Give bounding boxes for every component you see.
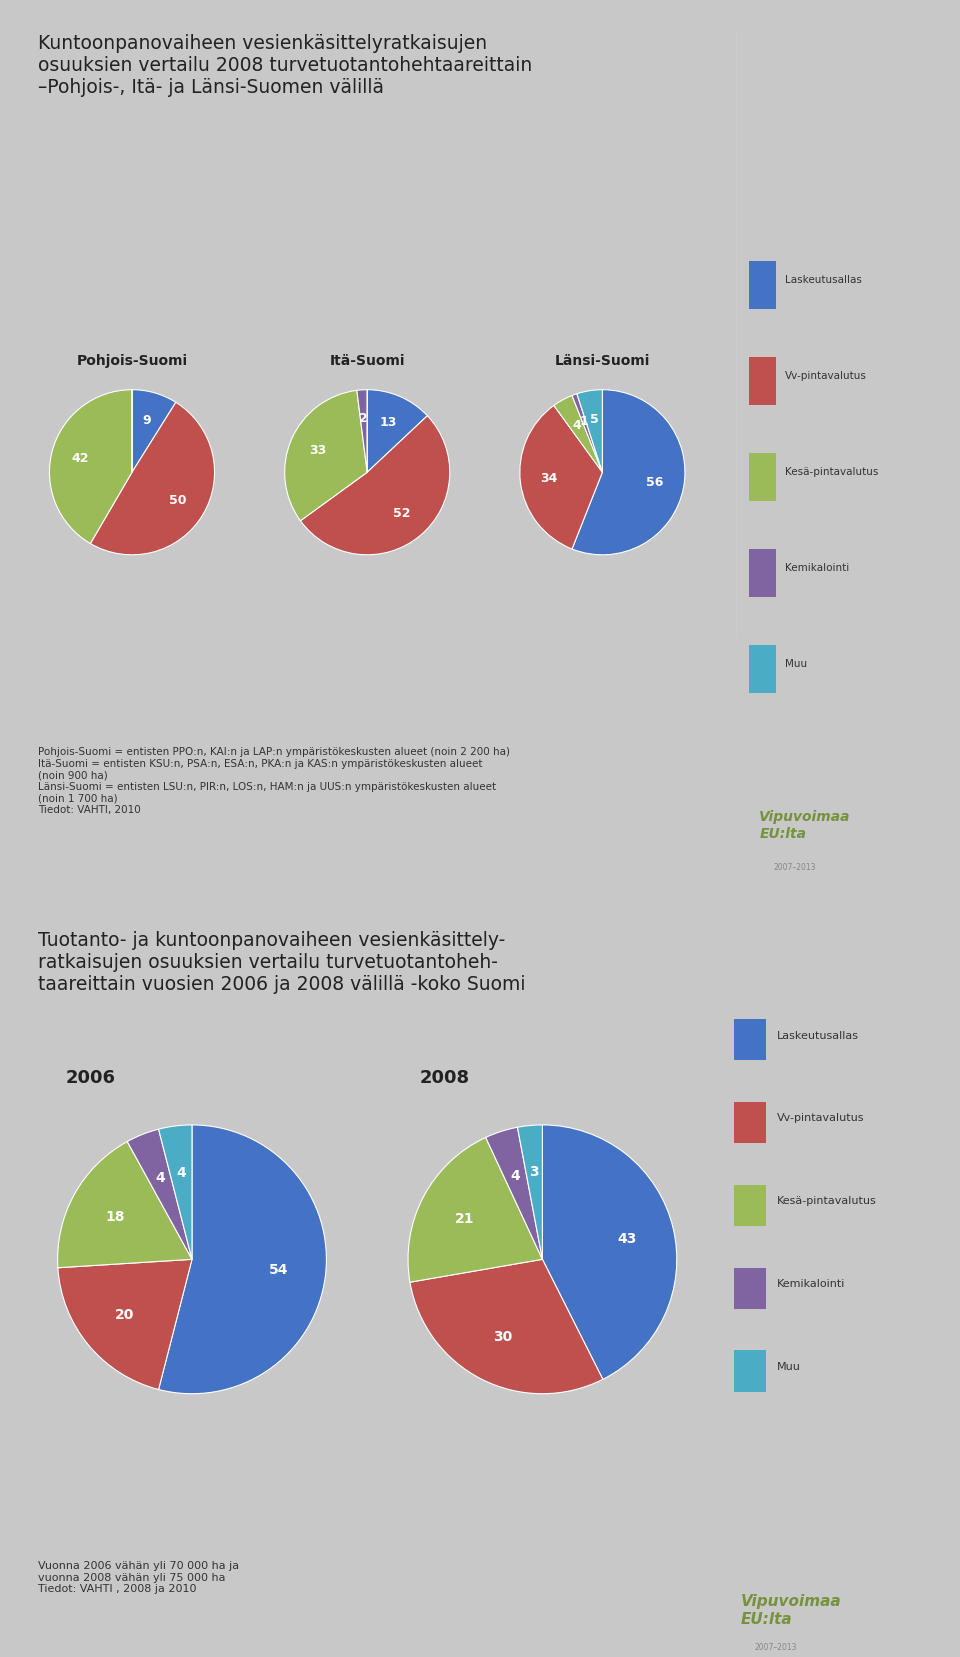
Text: 2008: 2008 xyxy=(420,1069,469,1087)
FancyBboxPatch shape xyxy=(749,260,777,308)
Text: Kesä-pintavalutus: Kesä-pintavalutus xyxy=(785,467,878,477)
FancyBboxPatch shape xyxy=(749,548,777,597)
Text: 34: 34 xyxy=(540,472,558,486)
Title: Pohjois-Suomi: Pohjois-Suomi xyxy=(77,355,187,368)
Wedge shape xyxy=(58,1259,192,1390)
Wedge shape xyxy=(520,406,603,548)
Wedge shape xyxy=(554,396,603,472)
Wedge shape xyxy=(572,394,603,472)
Text: 2007–2013: 2007–2013 xyxy=(774,863,816,872)
Text: Kemikalointi: Kemikalointi xyxy=(785,563,850,573)
Text: 13: 13 xyxy=(380,416,397,429)
Wedge shape xyxy=(408,1137,542,1283)
Wedge shape xyxy=(517,1125,542,1259)
FancyBboxPatch shape xyxy=(734,1350,766,1392)
Wedge shape xyxy=(367,389,427,472)
Text: 54: 54 xyxy=(269,1263,288,1278)
FancyBboxPatch shape xyxy=(734,1268,766,1309)
FancyBboxPatch shape xyxy=(734,1185,766,1226)
Text: Muu: Muu xyxy=(785,659,807,669)
Wedge shape xyxy=(128,1128,192,1259)
Wedge shape xyxy=(577,389,603,472)
FancyBboxPatch shape xyxy=(734,1102,766,1143)
Wedge shape xyxy=(158,1125,192,1259)
Text: 50: 50 xyxy=(169,494,186,507)
Text: 9: 9 xyxy=(142,414,151,428)
FancyBboxPatch shape xyxy=(749,645,777,693)
Text: 21: 21 xyxy=(455,1211,475,1226)
Text: 2006: 2006 xyxy=(65,1069,115,1087)
Wedge shape xyxy=(300,416,449,555)
Text: 3: 3 xyxy=(530,1165,540,1180)
Text: Vipuvoimaa
EU:lta: Vipuvoimaa EU:lta xyxy=(741,1594,841,1627)
Text: 1: 1 xyxy=(580,416,588,428)
Text: 33: 33 xyxy=(309,444,326,457)
Wedge shape xyxy=(486,1127,542,1259)
Text: 4: 4 xyxy=(177,1165,186,1180)
Text: 30: 30 xyxy=(493,1331,513,1344)
Text: 52: 52 xyxy=(393,507,410,520)
Wedge shape xyxy=(285,391,367,520)
Wedge shape xyxy=(50,389,132,543)
Wedge shape xyxy=(90,403,214,555)
Text: 42: 42 xyxy=(71,452,89,464)
Text: Laskeutusallas: Laskeutusallas xyxy=(785,275,862,285)
Text: 4: 4 xyxy=(511,1170,520,1183)
Text: 2: 2 xyxy=(359,413,369,426)
Text: 18: 18 xyxy=(106,1210,125,1225)
Title: Länsi-Suomi: Länsi-Suomi xyxy=(555,355,650,368)
FancyBboxPatch shape xyxy=(734,1019,766,1060)
Wedge shape xyxy=(357,389,368,472)
Text: 43: 43 xyxy=(617,1233,637,1246)
Text: Vipuvoimaa
EU:lta: Vipuvoimaa EU:lta xyxy=(759,810,851,840)
Text: 5: 5 xyxy=(589,413,598,426)
Text: 56: 56 xyxy=(646,476,663,489)
FancyBboxPatch shape xyxy=(749,452,777,500)
Wedge shape xyxy=(572,389,684,555)
Text: Vv-pintavalutus: Vv-pintavalutus xyxy=(777,1114,864,1123)
Text: 4: 4 xyxy=(572,419,581,432)
Text: Vuonna 2006 vähän yli 70 000 ha ja
vuonna 2008 vähän yli 75 000 ha
Tiedot: VAHTI: Vuonna 2006 vähän yli 70 000 ha ja vuonn… xyxy=(37,1561,239,1594)
Text: 20: 20 xyxy=(115,1307,134,1322)
Wedge shape xyxy=(542,1125,677,1379)
Text: Vv-pintavalutus: Vv-pintavalutus xyxy=(785,371,867,381)
Text: 2007–2013: 2007–2013 xyxy=(755,1642,797,1652)
Text: Kuntoonpanovaiheen vesienkäsittelyratkaisujen
osuuksien vertailu 2008 turvetuota: Kuntoonpanovaiheen vesienkäsittelyratkai… xyxy=(37,33,532,96)
Text: Muu: Muu xyxy=(777,1362,801,1372)
Text: Tuotanto- ja kuntoonpanovaiheen vesienkäsittely-
ratkaisujen osuuksien vertailu : Tuotanto- ja kuntoonpanovaiheen vesienkä… xyxy=(37,931,525,994)
Wedge shape xyxy=(410,1259,603,1394)
Text: Kesä-pintavalutus: Kesä-pintavalutus xyxy=(777,1196,876,1206)
Text: Laskeutusallas: Laskeutusallas xyxy=(777,1031,858,1041)
FancyBboxPatch shape xyxy=(749,356,777,404)
Text: Kemikalointi: Kemikalointi xyxy=(777,1279,845,1289)
Wedge shape xyxy=(158,1125,326,1394)
Wedge shape xyxy=(132,389,176,472)
Text: 4: 4 xyxy=(155,1171,165,1185)
Text: Pohjois-Suomi = entisten PPO:n, KAI:n ja LAP:n ympäristökeskusten alueet (noin 2: Pohjois-Suomi = entisten PPO:n, KAI:n ja… xyxy=(37,747,510,815)
Wedge shape xyxy=(58,1142,192,1268)
Title: Itä-Suomi: Itä-Suomi xyxy=(329,355,405,368)
